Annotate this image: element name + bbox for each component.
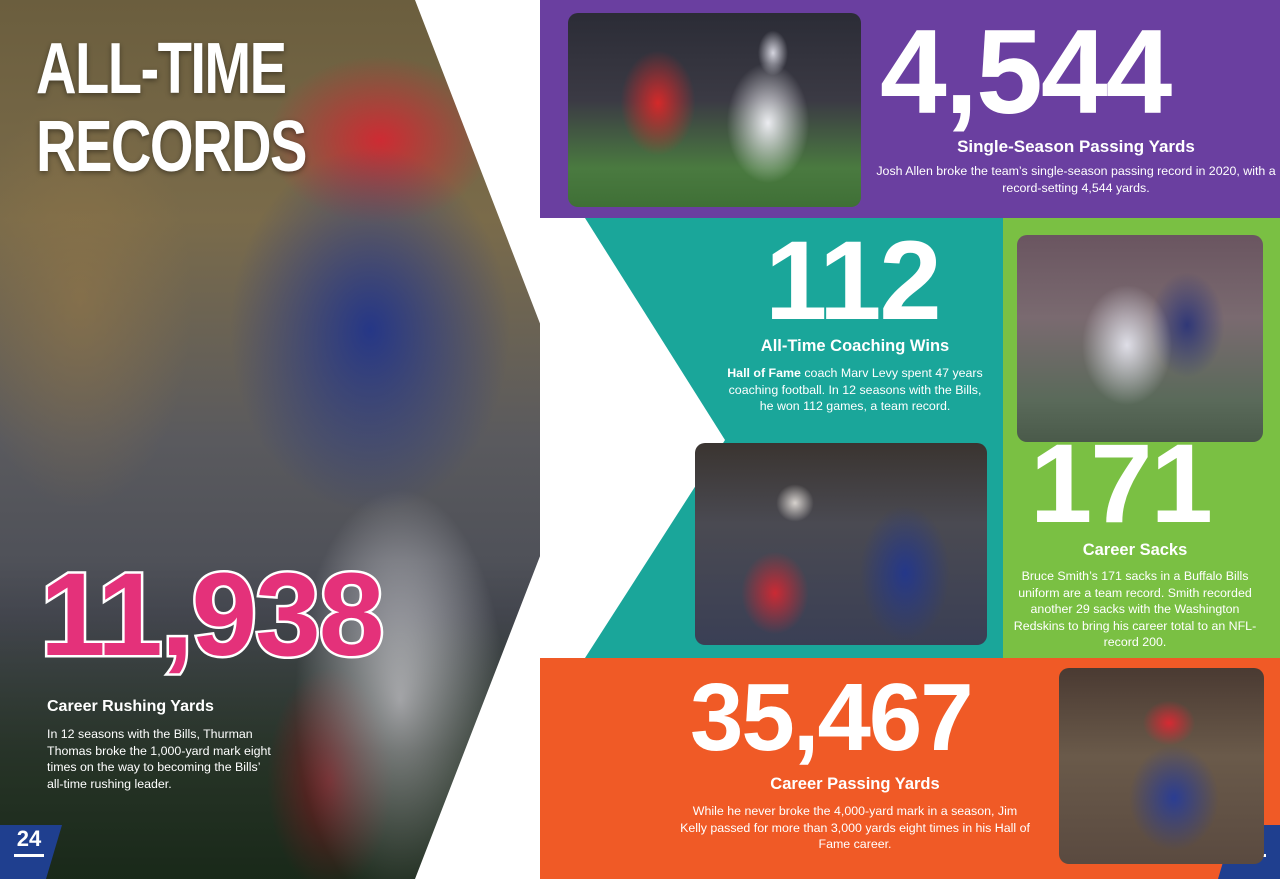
bruce-smith-photo	[1017, 235, 1263, 442]
page-number-left-text: 24	[16, 826, 42, 851]
coaching-wins-number: 112	[765, 218, 942, 343]
coaching-wins-label: All-Time Coaching Wins	[760, 337, 950, 355]
coaching-wins-text: coach Marv Levy spent 47 years coaching …	[728, 366, 983, 413]
page-number-left: 24	[4, 826, 54, 857]
sacks-label: Career Sacks	[1082, 541, 1188, 559]
marv-levy-photo	[695, 443, 987, 645]
career-passing-label: Career Passing Yards	[770, 775, 940, 793]
rushing-yards-number: 11,938	[37, 549, 386, 681]
sacks-description: Bruce Smith’s 171 sacks in a Buffalo Bil…	[1013, 569, 1257, 649]
coaching-wins-description: Hall of Fame coach Marv Levy spent 47 ye…	[725, 365, 985, 415]
page-tab-left	[0, 825, 62, 879]
page-title: ALL-TIME RECORDS	[36, 29, 307, 187]
passing-season-label: Single-Season Passing Yards	[957, 137, 1195, 156]
career-passing-number: 35,467	[690, 664, 974, 771]
passing-season-number: 4,544	[880, 5, 1172, 139]
title-line-2: RECORDS	[36, 107, 307, 187]
rushing-yards-description: In 12 seasons with the Bills, Thurman Th…	[47, 727, 271, 791]
coaching-wins-bold-text: Hall of Fame	[727, 366, 801, 380]
rushing-yards-label: Career Rushing Yards	[47, 698, 214, 715]
sacks-number: 171	[1030, 421, 1213, 546]
passing-season-description: Josh Allen broke the team’s single-seaso…	[876, 164, 1276, 195]
title-line-1: ALL-TIME	[36, 29, 287, 109]
jim-kelly-photo	[1059, 668, 1264, 864]
career-passing-description: While he never broke the 4,000-yard mark…	[680, 804, 1030, 851]
josh-allen-photo	[568, 13, 861, 207]
